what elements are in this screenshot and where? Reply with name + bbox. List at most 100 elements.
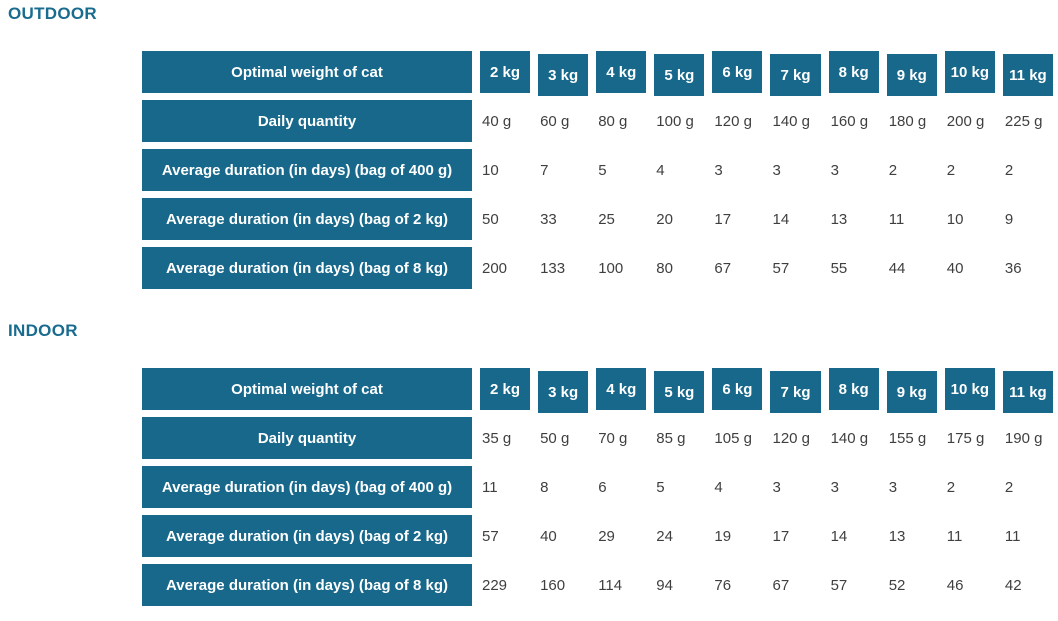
weight-header: 3 kg bbox=[538, 371, 589, 413]
table-row: Average duration (in days) (bag of 400 g… bbox=[142, 149, 1053, 191]
value-cell: 10 bbox=[482, 161, 499, 179]
value-cell: 100 g bbox=[656, 112, 694, 130]
table-header-row: Optimal weight of cat 2 kg 3 kg 4 kg 5 kg 6 k… bbox=[142, 368, 1053, 413]
value-cell: 13 bbox=[888, 527, 906, 545]
value-cell: 5 bbox=[598, 161, 607, 179]
row-label: Average duration (in days) (bag of 8 kg) bbox=[142, 564, 472, 606]
value-cell: 85 g bbox=[656, 429, 686, 447]
weight-header: 9 kg bbox=[886, 54, 937, 96]
weight-header: 5 kg bbox=[654, 54, 705, 96]
value-cell: 42 bbox=[1004, 576, 1022, 594]
value-cell: 25 bbox=[598, 210, 615, 228]
feeding-guide-page: OUTDOOR Optimal weight of cat 2 kg 3 kg 4 k… bbox=[8, 4, 1053, 606]
weight-header: 9 kg bbox=[886, 371, 937, 413]
value-cell: 24 bbox=[656, 527, 673, 545]
section-outdoor: OUTDOOR Optimal weight of cat 2 kg 3 kg 4 k… bbox=[8, 4, 1053, 289]
value-cell: 70 g bbox=[598, 429, 628, 447]
weight-header: 6 kg bbox=[712, 368, 763, 410]
value-cell: 57 bbox=[830, 576, 848, 594]
weight-header: 3 kg bbox=[538, 54, 589, 96]
value-cell: 33 bbox=[540, 210, 557, 228]
value-cell: 50 g bbox=[540, 429, 570, 447]
value-cell: 10 bbox=[946, 210, 964, 228]
value-cell: 17 bbox=[714, 210, 732, 228]
value-cell: 57 bbox=[772, 259, 790, 277]
section-title-indoor: INDOOR bbox=[8, 321, 78, 340]
value-cell: 140 g bbox=[830, 429, 869, 447]
row-label: Daily quantity bbox=[142, 417, 472, 459]
value-cell: 40 bbox=[946, 259, 964, 277]
section-indoor: INDOOR Optimal weight of cat 2 kg 3 kg 4 kg… bbox=[8, 321, 1053, 606]
header-label: Optimal weight of cat bbox=[142, 368, 472, 410]
value-cell: 105 g bbox=[714, 429, 752, 447]
value-cell: 6 bbox=[598, 478, 607, 496]
value-cell: 29 bbox=[598, 527, 615, 545]
weight-header: 10 kg bbox=[944, 368, 995, 410]
value-cell: 2 bbox=[946, 478, 956, 496]
value-cell: 20 bbox=[656, 210, 673, 228]
weight-header: 4 kg bbox=[596, 51, 647, 93]
value-cell: 9 bbox=[1004, 210, 1014, 228]
value-cell: 46 bbox=[946, 576, 964, 594]
value-cell: 4 bbox=[714, 478, 723, 496]
value-cell: 60 g bbox=[540, 112, 570, 130]
value-cell: 11 bbox=[482, 478, 498, 496]
weight-header: 7 kg bbox=[770, 54, 821, 96]
value-cell: 160 g bbox=[830, 112, 869, 130]
table-row: Average duration (in days) (bag of 2 kg)… bbox=[142, 515, 1053, 557]
value-cell: 14 bbox=[772, 210, 790, 228]
value-cell: 57 bbox=[482, 527, 499, 545]
value-cell: 19 bbox=[714, 527, 732, 545]
table-row: Average duration (in days) (bag of 8 kg)… bbox=[142, 247, 1053, 289]
value-cell: 190 g bbox=[1004, 429, 1043, 447]
value-cell: 14 bbox=[830, 527, 848, 545]
section-title-outdoor: OUTDOOR bbox=[8, 4, 97, 23]
value-cell: 80 g bbox=[598, 112, 628, 130]
row-label: Daily quantity bbox=[142, 100, 472, 142]
weight-header: 7 kg bbox=[770, 371, 821, 413]
row-label: Average duration (in days) (bag of 8 kg) bbox=[142, 247, 472, 289]
table-row: Daily quantity 40 g 60 g 80 g 100 g 120 g 140 … bbox=[142, 100, 1053, 142]
value-cell: 52 bbox=[888, 576, 906, 594]
value-cell: 35 g bbox=[482, 429, 512, 447]
value-cell: 140 g bbox=[772, 112, 811, 130]
value-cell: 4 bbox=[656, 161, 665, 179]
row-label: Average duration (in days) (bag of 400 g… bbox=[142, 149, 472, 191]
table-row: Average duration (in days) (bag of 2 kg)… bbox=[142, 198, 1053, 240]
value-cell: 44 bbox=[888, 259, 906, 277]
value-cell: 40 g bbox=[482, 112, 512, 130]
value-cell: 3 bbox=[772, 161, 781, 179]
header-label: Optimal weight of cat bbox=[142, 51, 472, 93]
value-cell: 2 bbox=[888, 161, 898, 179]
value-cell: 3 bbox=[830, 161, 839, 179]
weight-header: 2 kg bbox=[480, 51, 531, 93]
row-label: Average duration (in days) (bag of 2 kg) bbox=[142, 515, 472, 557]
value-cell: 17 bbox=[772, 527, 790, 545]
value-cell: 2 bbox=[1004, 478, 1014, 496]
weight-header: 11 kg bbox=[1002, 54, 1053, 96]
value-cell: 11 bbox=[946, 527, 963, 545]
value-cell: 180 g bbox=[888, 112, 927, 130]
value-cell: 3 bbox=[714, 161, 723, 179]
feeding-table-outdoor: Optimal weight of cat 2 kg 3 kg 4 kg 5 kg 6 k… bbox=[142, 51, 1053, 289]
weight-header: 11 kg bbox=[1002, 371, 1053, 413]
value-cell: 120 g bbox=[772, 429, 811, 447]
value-cell: 8 bbox=[540, 478, 549, 496]
row-label: Average duration (in days) (bag of 400 g… bbox=[142, 466, 472, 508]
value-cell: 36 bbox=[1004, 259, 1022, 277]
value-cell: 11 bbox=[1004, 527, 1021, 545]
value-cell: 67 bbox=[714, 259, 732, 277]
value-cell: 114 bbox=[598, 576, 623, 594]
value-cell: 2 bbox=[946, 161, 956, 179]
weight-header: 8 kg bbox=[828, 51, 879, 93]
value-cell: 94 bbox=[656, 576, 673, 594]
value-cell: 200 g bbox=[946, 112, 985, 130]
table-row: Daily quantity 35 g 50 g 70 g 85 g 105 g 120 g… bbox=[142, 417, 1053, 459]
value-cell: 67 bbox=[772, 576, 790, 594]
value-cell: 160 bbox=[540, 576, 566, 594]
value-cell: 55 bbox=[830, 259, 848, 277]
weight-header: 5 kg bbox=[654, 371, 705, 413]
weight-header: 8 kg bbox=[828, 368, 879, 410]
value-cell: 229 bbox=[482, 576, 508, 594]
value-cell: 7 bbox=[540, 161, 549, 179]
